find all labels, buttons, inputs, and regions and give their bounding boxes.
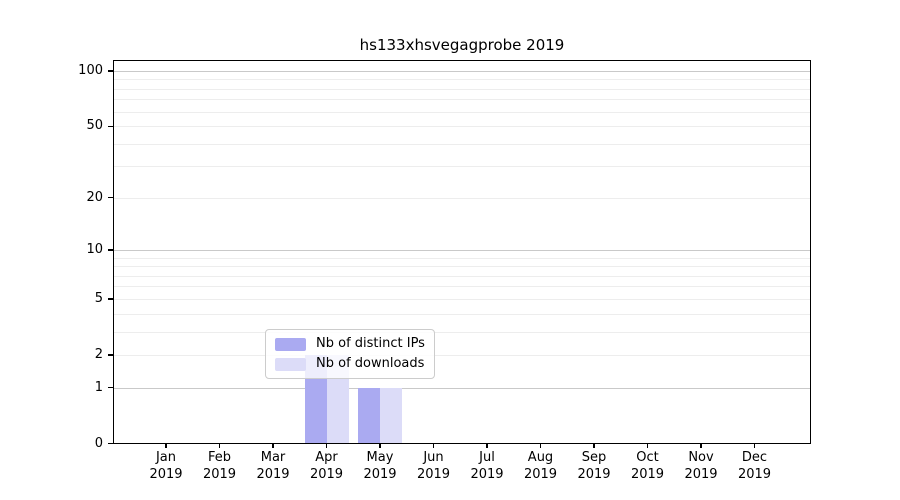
x-label-year-jun: 2019 <box>416 467 451 482</box>
plot-area <box>108 60 811 448</box>
chart-title: hs133xhsvegagprobe 2019 <box>359 36 565 54</box>
y-tick-label-10: 10 <box>86 241 103 257</box>
y-tick-label-50: 50 <box>86 118 103 134</box>
y-tick-1 <box>108 387 113 389</box>
x-label-year-aug: 2019 <box>523 467 558 482</box>
gridline-minor-9 <box>114 257 810 259</box>
x-label-year-oct: 2019 <box>630 467 665 482</box>
x-tick-apr <box>325 444 328 448</box>
y-tick-label-5: 5 <box>94 290 103 306</box>
gridline-minor-6 <box>114 286 810 288</box>
y-tick-20 <box>108 197 113 199</box>
x-tick-label-mar: Mar 2019 <box>243 449 303 483</box>
gridline-minor-8 <box>114 266 810 268</box>
x-tick-label-apr: Apr 2019 <box>297 449 357 483</box>
x-label-month-mar: Mar <box>260 450 286 465</box>
legend-label-downloads: Nb of downloads <box>316 356 425 371</box>
gridline-minor-50 <box>114 126 810 128</box>
y-tick-10 <box>108 249 113 251</box>
x-label-month-apr: Apr <box>315 450 338 465</box>
y-tick-label-1: 1 <box>94 379 103 395</box>
x-tick-label-may: May 2019 <box>350 449 410 483</box>
y-tick-2 <box>108 354 113 356</box>
gridline-minor-4 <box>114 313 810 315</box>
x-tick-label-jul: Jul 2019 <box>457 449 517 483</box>
y-tick-label-2: 2 <box>94 346 103 362</box>
gridline-minor-40 <box>114 143 810 145</box>
gridline-minor-5 <box>114 298 810 300</box>
x-label-month-jul: Jul <box>479 450 495 465</box>
legend-item-downloads: Nb of downloads <box>275 357 425 371</box>
x-tick-label-aug: Aug 2019 <box>511 449 571 483</box>
gridline-major-10 <box>114 249 810 251</box>
x-tick-feb <box>218 444 221 448</box>
bar-downloads-may-2019 <box>380 387 402 444</box>
x-label-year-feb: 2019 <box>202 467 237 482</box>
gridline-minor-3 <box>114 331 810 333</box>
gridline-minor-70 <box>114 99 810 101</box>
legend-label-distinct-ips: Nb of distinct IPs <box>316 336 425 351</box>
gridline-minor-90 <box>114 79 810 81</box>
y-tick-50 <box>108 125 113 127</box>
x-label-year-may: 2019 <box>363 467 397 482</box>
x-tick-jul <box>486 444 488 448</box>
x-tick-label-oct: Oct 2019 <box>618 449 678 483</box>
x-label-month-jun: Jun <box>423 450 444 465</box>
x-label-year-dec: 2019 <box>737 467 772 482</box>
x-tick-label-sep: Sep 2019 <box>564 449 624 483</box>
x-tick-jun <box>432 444 435 448</box>
y-tick-5 <box>108 298 113 300</box>
x-label-year-jul: 2019 <box>470 467 504 482</box>
x-label-month-sep: Sep <box>581 450 607 465</box>
y-tick-0 <box>108 443 113 445</box>
gridline-major-1 <box>114 387 810 389</box>
y-tick-100 <box>108 70 113 72</box>
legend-item-distinct-ips: Nb of distinct IPs <box>275 337 425 351</box>
x-tick-may <box>379 444 381 448</box>
bar-distinct-ips-may-2019 <box>358 387 380 444</box>
gridline-major-100 <box>114 70 810 72</box>
y-tick-label-20: 20 <box>86 189 103 205</box>
x-tick-dec <box>753 444 756 448</box>
x-label-month-nov: Nov <box>688 450 714 465</box>
x-label-month-jan: Jan <box>155 450 177 465</box>
gridline-minor-2 <box>114 354 810 356</box>
y-tick-label-100: 100 <box>78 62 103 78</box>
x-tick-label-jan: Jan 2019 <box>136 449 196 483</box>
legend-swatch-downloads-icon <box>275 357 306 371</box>
x-tick-sep <box>593 444 595 448</box>
x-tick-label-dec: Dec 2019 <box>725 449 785 483</box>
gridline-minor-20 <box>114 197 810 199</box>
gridline-minor-80 <box>114 88 810 90</box>
x-tick-nov <box>700 444 702 448</box>
x-tick-label-feb: Feb 2019 <box>190 449 250 483</box>
x-label-month-aug: Aug <box>527 450 554 465</box>
x-label-month-may: May <box>366 450 394 465</box>
gridline-minor-60 <box>114 111 810 113</box>
x-label-year-nov: 2019 <box>684 467 718 482</box>
x-tick-aug <box>539 444 542 448</box>
legend: Nb of distinct IPs Nb of downloads <box>265 329 435 379</box>
x-tick-oct <box>646 444 649 448</box>
x-label-year-jan: 2019 <box>149 467 183 482</box>
gridline-minor-30 <box>114 166 810 168</box>
x-tick-mar <box>272 444 274 448</box>
gridline-minor-7 <box>114 275 810 277</box>
x-label-year-sep: 2019 <box>577 467 611 482</box>
y-tick-label-0: 0 <box>94 435 103 451</box>
x-label-month-feb: Feb <box>207 450 232 465</box>
x-tick-jan <box>165 444 167 448</box>
legend-swatch-distinct-ips-icon <box>275 337 306 351</box>
x-label-month-dec: Dec <box>741 450 768 465</box>
x-tick-label-jun: Jun 2019 <box>404 449 464 483</box>
x-tick-label-nov: Nov 2019 <box>671 449 731 483</box>
x-label-month-oct: Oct <box>636 450 659 465</box>
x-label-year-mar: 2019 <box>256 467 290 482</box>
x-label-year-apr: 2019 <box>309 467 344 482</box>
